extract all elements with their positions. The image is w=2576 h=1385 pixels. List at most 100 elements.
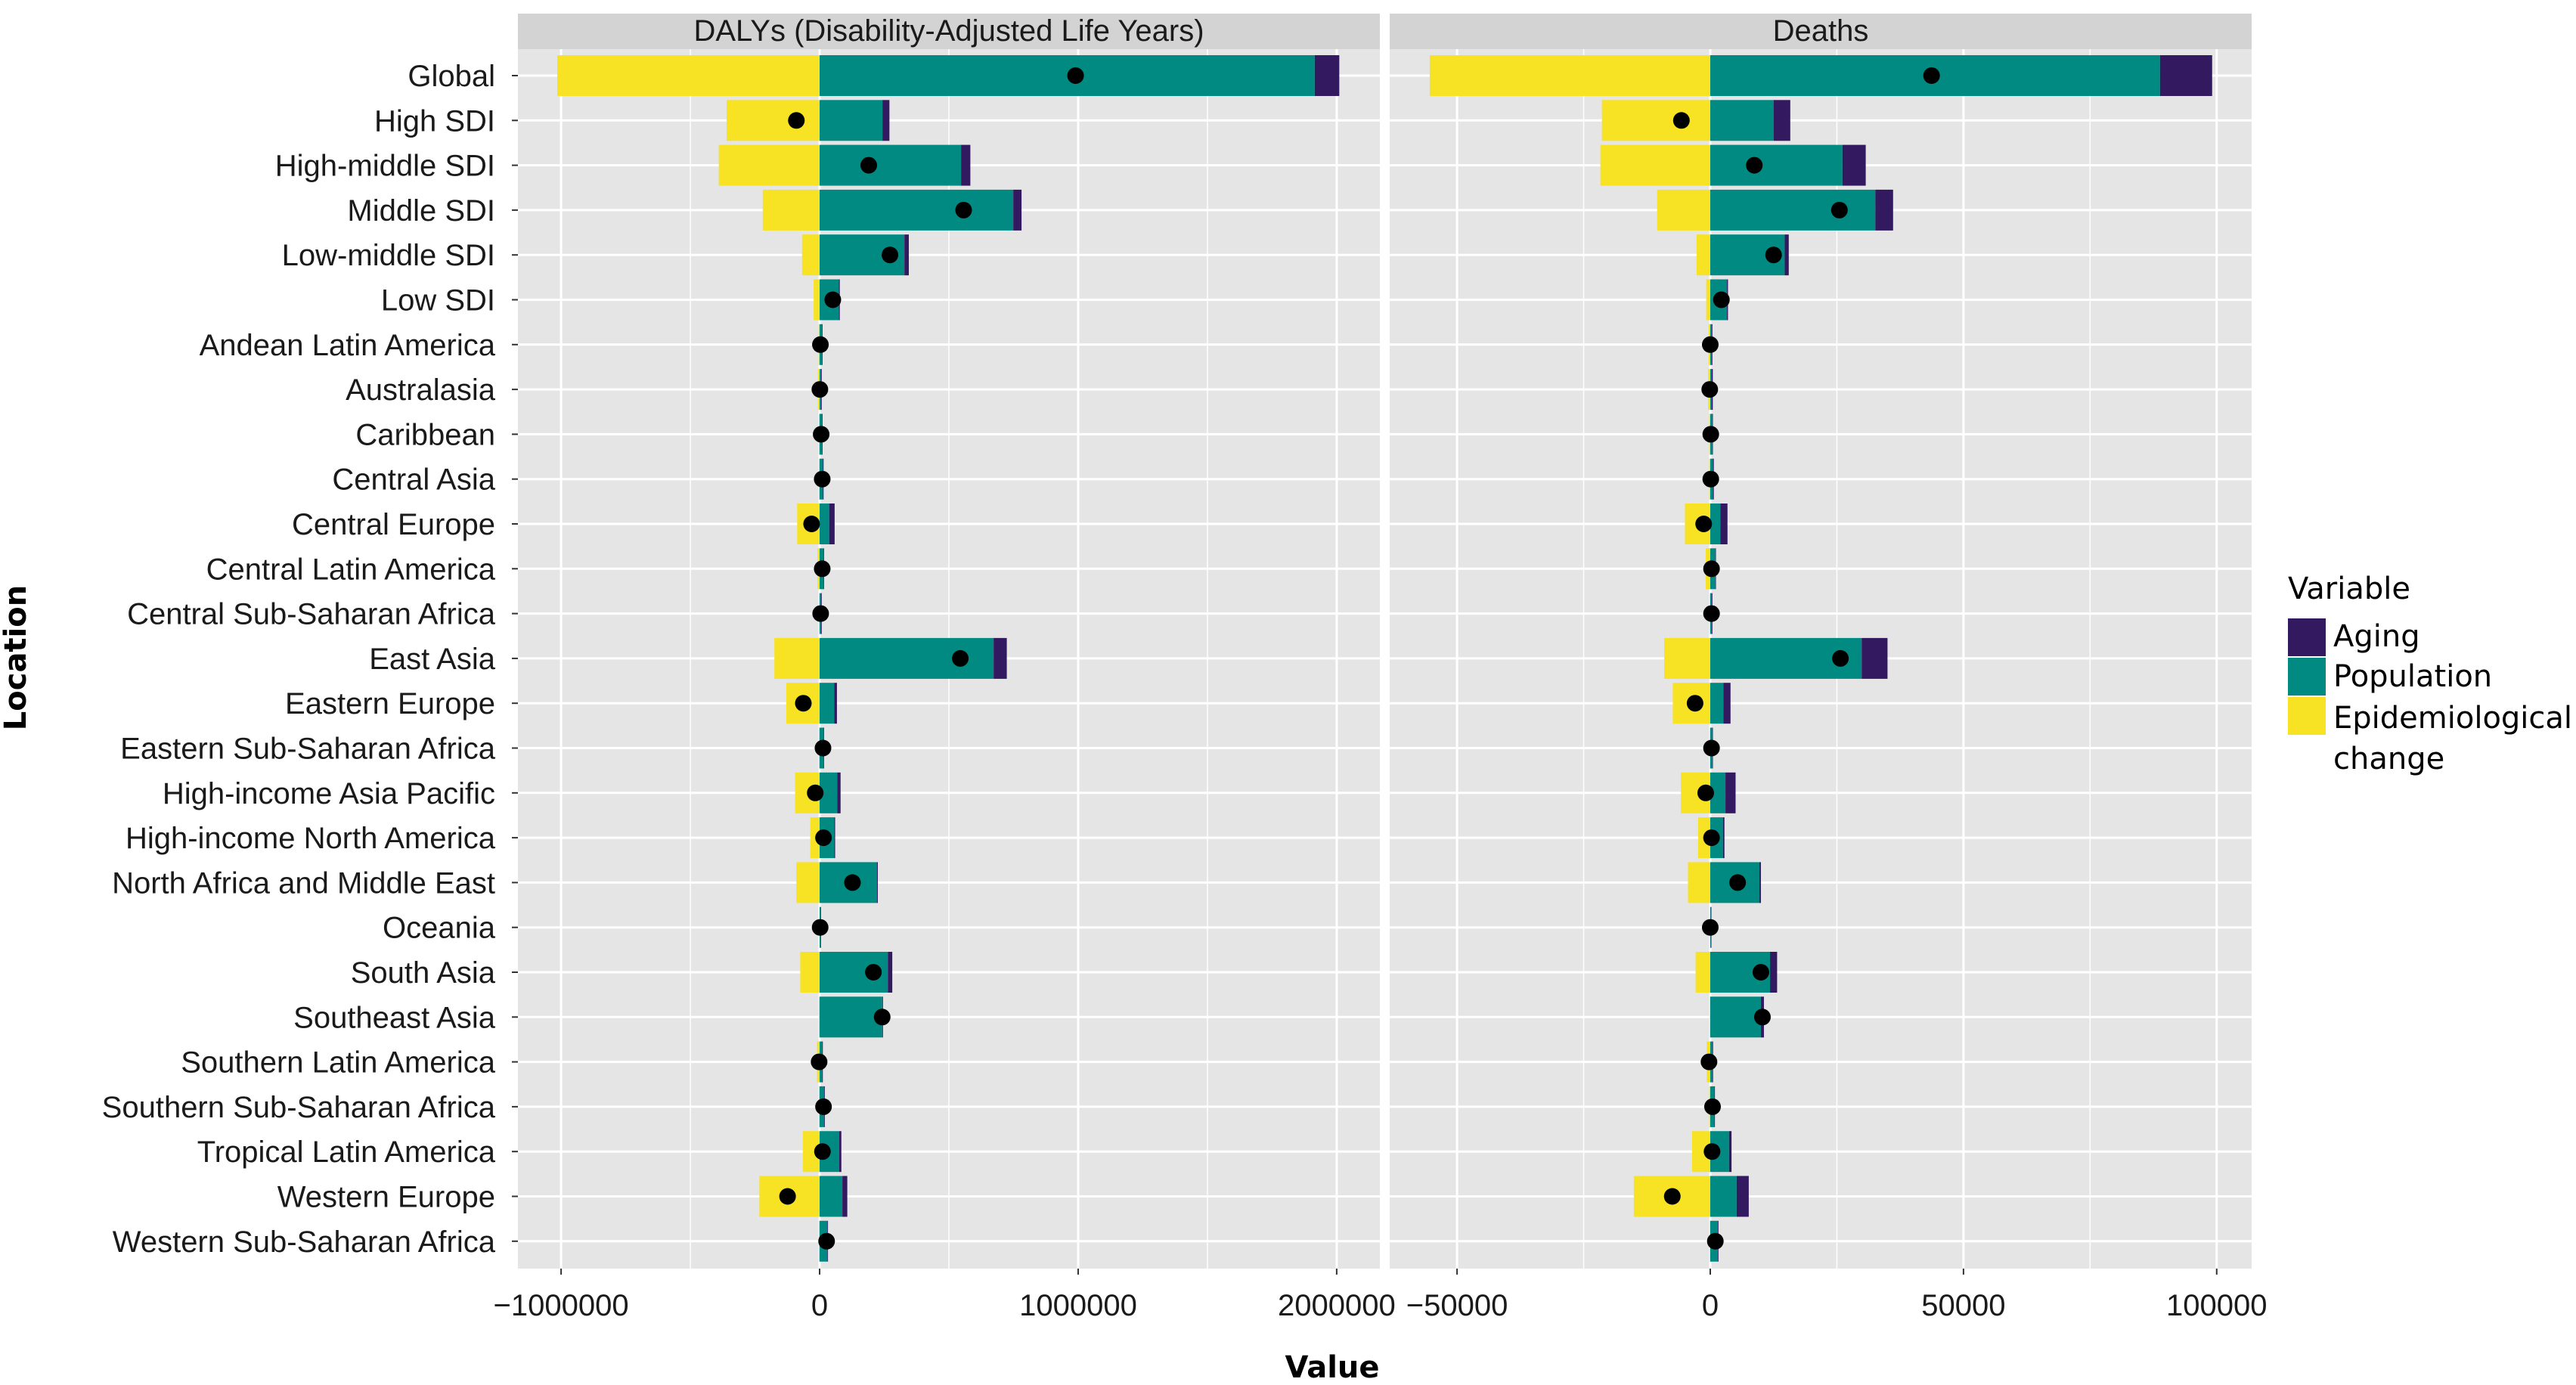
total-point [1923, 67, 1940, 84]
y-tick-label: Central Latin America [206, 553, 496, 586]
bar-aging [1722, 817, 1725, 859]
total-point [779, 1188, 796, 1205]
total-point [1703, 829, 1720, 847]
bar-aging [1773, 100, 1790, 141]
bar-epidemiological [1657, 189, 1710, 231]
bar-epidemiological [1695, 952, 1710, 993]
total-point [1765, 246, 1782, 264]
bar-aging [1723, 683, 1731, 724]
total-point [1706, 1232, 1724, 1250]
total-point [1703, 1098, 1721, 1115]
bar-aging [888, 952, 893, 993]
total-point [1701, 381, 1719, 398]
bar-epidemiological [1706, 279, 1710, 321]
bar-epidemiological [814, 279, 820, 321]
bar-population [1710, 996, 1761, 1038]
bar-aging [839, 1131, 842, 1173]
bar-aging [829, 503, 835, 544]
bar-epidemiological [718, 144, 820, 186]
bar-epidemiological [1688, 862, 1710, 903]
bar-population [1710, 503, 1721, 544]
y-tick-label: Caribbean [355, 418, 495, 451]
total-point [811, 919, 829, 936]
x-tick-label: 0 [811, 1289, 828, 1322]
bar-aging [1770, 952, 1778, 993]
y-tick-label: South Asia [351, 956, 496, 990]
legend-title: Variable [2288, 572, 2410, 606]
x-tick-label: −50000 [1406, 1289, 1508, 1322]
bar-epidemiological [1429, 55, 1710, 96]
y-tick-label: Central Sub-Saharan Africa [127, 598, 496, 631]
total-point [1746, 156, 1763, 174]
bar-aging [1842, 144, 1866, 186]
y-tick-label: Global [408, 60, 495, 93]
legend-swatch-population [2288, 658, 2326, 696]
bar-aging [2159, 55, 2212, 96]
legend: Variable Aging Population Epidemiologica… [2288, 572, 2572, 776]
total-point [812, 336, 829, 353]
y-tick-label: Western Europe [277, 1181, 495, 1214]
bar-aging [1728, 1131, 1732, 1173]
total-point [873, 1009, 891, 1026]
y-tick-label: Middle SDI [347, 194, 495, 228]
total-point [952, 649, 969, 667]
bar-population [820, 55, 1315, 96]
total-point [814, 560, 831, 578]
bar-population [820, 772, 838, 813]
y-tick-label: High-income Asia Pacific [163, 777, 495, 810]
bar-aging [1725, 772, 1736, 813]
total-point [1067, 67, 1084, 84]
total-point [1702, 470, 1719, 488]
x-tick-label: 1000000 [1019, 1289, 1137, 1322]
total-point [1832, 649, 1849, 667]
y-tick-label: Western Sub-Saharan Africa [113, 1225, 496, 1259]
bar-population [820, 683, 835, 724]
y-tick-label: Tropical Latin America [197, 1136, 496, 1169]
y-tick-label: Australasia [346, 373, 496, 407]
x-tick-label: 50000 [1921, 1289, 2005, 1322]
legend-label-aging: Aging [2333, 619, 2420, 654]
total-point [795, 695, 812, 712]
bar-aging [1759, 862, 1761, 903]
total-point [865, 964, 882, 981]
facet-title: Deaths [1773, 14, 1869, 48]
total-point [1672, 112, 1690, 129]
bar-population [820, 1176, 843, 1217]
bar-aging [904, 234, 910, 276]
bar-aging [961, 144, 971, 186]
bar-aging [842, 1176, 848, 1217]
y-tick-label: Central Europe [292, 508, 495, 541]
total-point [824, 291, 842, 308]
y-tick-label: Central Asia [332, 463, 495, 497]
bar-population [820, 996, 882, 1038]
total-point [815, 829, 832, 847]
y-tick-label: Eastern Sub-Saharan Africa [120, 733, 496, 766]
total-point [1663, 1188, 1681, 1205]
total-point [844, 874, 861, 891]
legend-label-population: Population [2333, 659, 2492, 694]
y-tick-label: North Africa and Middle East [112, 866, 495, 900]
bar-aging [1784, 234, 1789, 276]
bar-aging [834, 683, 837, 724]
total-point [860, 156, 878, 174]
x-tick-label: 0 [1702, 1289, 1719, 1322]
total-point [1701, 919, 1719, 936]
bar-epidemiological [1664, 637, 1710, 679]
total-point [1703, 560, 1720, 578]
y-tick-label: Low-middle SDI [282, 239, 495, 272]
total-point [882, 246, 899, 264]
legend-swatch-aging [2288, 618, 2326, 656]
total-point [1695, 516, 1713, 532]
bar-population [1710, 100, 1774, 141]
bar-epidemiological [819, 996, 820, 1038]
total-point [1697, 784, 1714, 801]
facet-title: DALYs (Disability-Adjusted Life Years) [693, 14, 1204, 48]
bar-epidemiological [810, 817, 820, 859]
total-point [1753, 1009, 1771, 1026]
bar-epidemiological [556, 55, 820, 96]
bar-aging [882, 100, 890, 141]
y-tick-label: High-middle SDI [275, 150, 495, 183]
x-tick-label: 100000 [2166, 1289, 2267, 1322]
facet-strip [1390, 14, 2252, 49]
total-point [1701, 336, 1719, 353]
